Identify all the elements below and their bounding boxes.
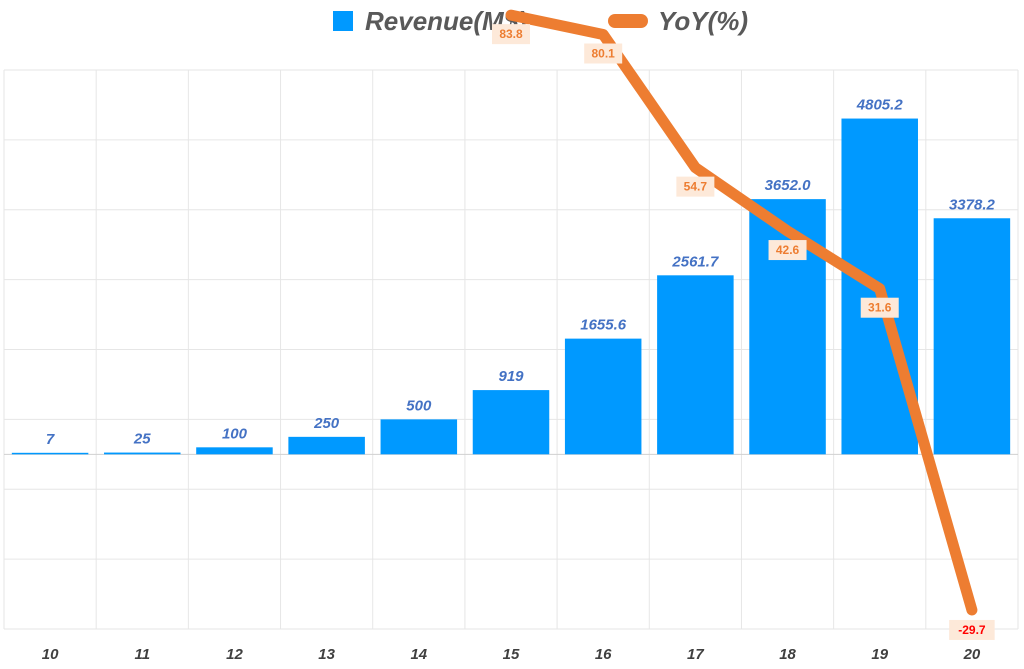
bar-label-layer: 7 25 100 250 500 919 1655.6 2561.7 3652.0 4805.2 3… [46,97,996,448]
yoy-label: 83.8 [492,24,530,45]
revenue-bar [196,447,273,455]
x-tick-layer: 10 11 12 13 14 15 16 17 18 19 20 [42,646,981,663]
x-tick-label: 19 [871,646,888,663]
revenue-bar-label: 3652.0 [765,177,812,194]
yoy-label: 54.7 [676,176,715,197]
legend-label-yoy: YoY(%) [658,5,749,36]
yoy-label-text: 83.8 [499,27,523,41]
yoy-label: -29.7 [949,619,995,640]
yoy-label-box [768,240,807,261]
yoy-label-text: 42.6 [776,243,800,257]
revenue-bar-label: 7 [46,431,55,448]
revenue-bar [288,436,365,455]
bar-layer [11,118,1011,455]
yoy-label-box [949,619,995,640]
x-tick-label: 13 [318,646,335,663]
x-tick-label: 12 [226,646,243,663]
revenue-bar-label: 1655.6 [580,317,627,334]
yoy-label: 42.6 [768,240,807,261]
x-tick-label: 16 [595,646,612,663]
yoy-label: 80.1 [584,43,623,64]
revenue-bar-label: 2561.7 [671,253,719,270]
revenue-bar [472,390,550,455]
revenue-bar-label: 500 [406,397,432,414]
revenue-bar [380,419,458,455]
yoy-label-text: 80.1 [592,47,616,61]
revenue-bar [564,338,642,455]
legend-item-yoy: YoY(%) [608,4,748,38]
revenue-bar-label: 919 [498,368,524,385]
yoy-label-box [584,43,623,64]
yoy-label-box [860,297,899,318]
line-label-layer: 83.8 80.1 54.7 42.6 31.6 -29.7 [492,24,995,640]
x-tick-label: 14 [410,646,427,663]
yoy-label-text: 54.7 [684,180,708,194]
x-tick-label: 10 [42,646,59,663]
yoy-label-box [676,176,715,197]
x-tick-label: 17 [687,646,704,663]
yoy-label: 31.6 [860,297,899,318]
revenue-bar-label: 25 [133,431,151,448]
legend-swatch-yoy [608,14,648,28]
revenue-bar-label: 250 [313,415,340,432]
yoy-line [505,9,978,616]
legend-swatch-revenue [333,11,353,31]
revenue-bar [933,218,1011,455]
x-tick-label: 15 [503,646,520,663]
revenue-bar [104,452,181,455]
revenue-bar-label: 3378.2 [949,196,996,213]
x-tick-label: 18 [779,646,796,663]
revenue-bar [657,275,734,455]
revenue-bar [11,452,89,455]
yoy-label-text: 31.6 [868,301,892,315]
x-tick-label: 11 [134,646,150,663]
revenue-bar-label: 100 [222,425,248,442]
x-tick-label: 20 [963,646,981,663]
yoy-label-box [492,24,530,45]
line-layer [505,9,978,616]
yoy-label-text: -29.7 [958,623,986,637]
revenue-bar-label: 4805.2 [856,97,904,114]
